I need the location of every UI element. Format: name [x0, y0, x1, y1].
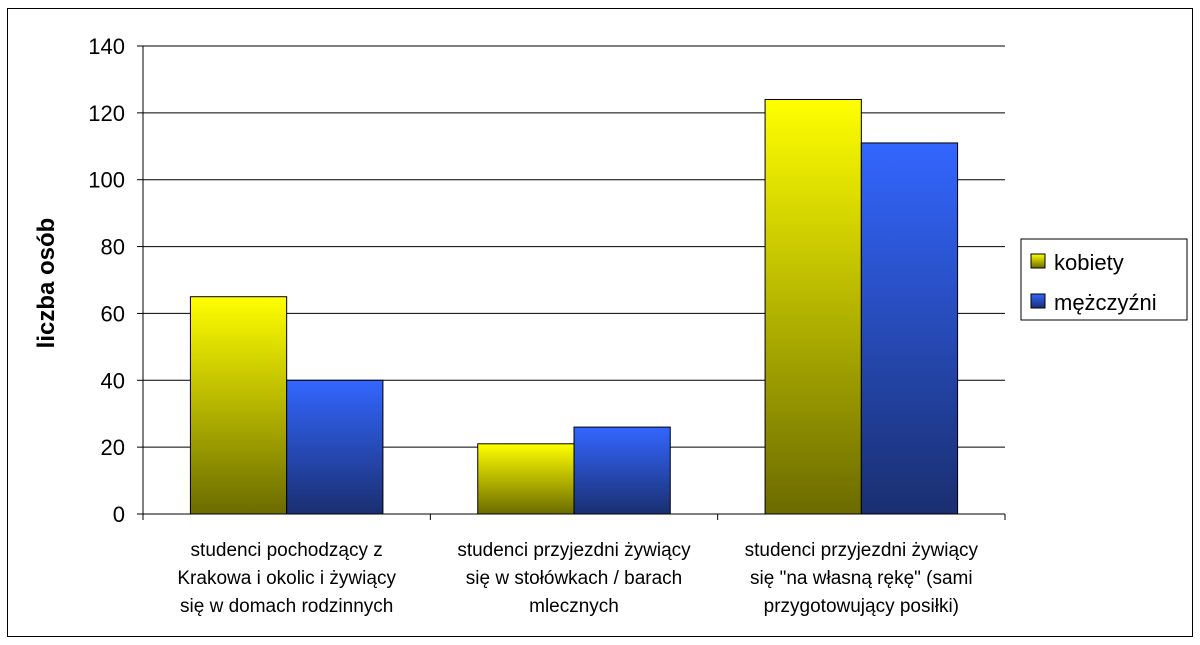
- axes: [137, 45, 1006, 520]
- x-category-label: studenci przyjezdni żywiący: [745, 540, 979, 561]
- bar-mezczyzni-1: [573, 426, 671, 515]
- x-category-labels: studenci pochodzący z Krakowa i okolic i …: [177, 540, 978, 617]
- x-category-label: mlecznych: [529, 596, 619, 617]
- x-category-label: studenci przyjezdni żywiący: [457, 540, 691, 561]
- y-tick-label: 80: [101, 235, 125, 260]
- y-tick-label: 60: [101, 301, 125, 326]
- y-tick-label: 140: [88, 34, 125, 59]
- y-tick-label: 0: [113, 502, 125, 527]
- bars: [189, 98, 959, 515]
- bar-mezczyzni-2: [860, 142, 959, 515]
- x-category-label: przygotowujący posiłki): [764, 596, 959, 617]
- y-tick-label: 120: [88, 101, 125, 126]
- y-tick-label: 20: [101, 435, 125, 460]
- x-category-label: Krakowa i okolic i żywiący: [177, 568, 396, 589]
- bar-kobiety-0: [189, 296, 288, 515]
- legend-box: [1020, 238, 1188, 321]
- y-tick-label: 40: [101, 368, 125, 393]
- x-category-label: studenci pochodzący z: [191, 540, 383, 561]
- legend: kobiety mężczyźni: [1020, 238, 1188, 321]
- y-axis-label: liczba osób: [33, 218, 60, 349]
- legend-swatch-mezczyzni: [1030, 293, 1046, 309]
- bar-mezczyzni-0: [286, 379, 384, 515]
- x-category-label: się w stołówkach / barach: [466, 568, 683, 589]
- x-category-label: się "na własną rękę" (sami: [750, 568, 973, 589]
- legend-label-kobiety: kobiety: [1054, 250, 1124, 275]
- y-tick-labels: 0 20 40 60 80 100 120 140: [88, 34, 125, 527]
- bar-kobiety-1: [477, 443, 575, 515]
- y-tick-label: 100: [88, 168, 125, 193]
- bar-kobiety-2: [764, 98, 862, 515]
- legend-label-mezczyzni: mężczyźni: [1054, 290, 1157, 315]
- legend-swatch-kobiety: [1030, 253, 1046, 269]
- x-category-label: się w domach rodzinnych: [180, 596, 393, 617]
